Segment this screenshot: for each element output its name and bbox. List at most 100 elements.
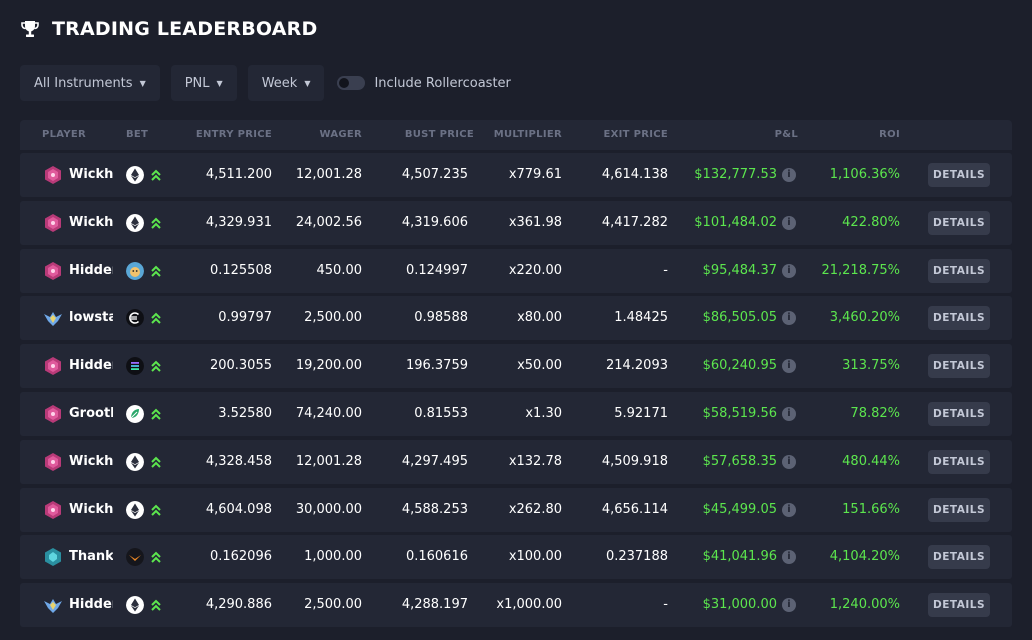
multiplier-cell: x1.30: [525, 406, 562, 421]
column-header-entry-price: ENTRY PRICE: [195, 129, 272, 140]
player-name[interactable]: lowstal: [69, 310, 113, 326]
details-button[interactable]: DETAILS: [928, 449, 990, 474]
euro-c-coin-icon: [126, 309, 144, 328]
column-header-player: PLAYER: [42, 129, 87, 140]
column-header-wager: WAGER: [319, 129, 362, 140]
details-button[interactable]: DETAILS: [928, 258, 990, 283]
bust-price-cell: 4,588.253: [401, 501, 468, 517]
multiplier-cell: x779.61: [508, 167, 562, 182]
exit-price-cell: 5.92171: [614, 406, 668, 421]
exit-price-cell: -: [663, 262, 668, 278]
rollercoaster-toggle[interactable]: [337, 76, 366, 90]
chevron-down-icon: ▼: [139, 78, 146, 88]
player-name[interactable]: Hidden: [69, 597, 113, 613]
pnl-cell: $86,505.05: [702, 310, 777, 326]
info-icon[interactable]: i: [782, 168, 796, 182]
doge-coin-icon: [126, 261, 144, 280]
roi-cell: 21,218.75%: [821, 262, 900, 278]
details-button[interactable]: DETAILS: [928, 306, 990, 331]
entry-price-cell: 4,329.931: [205, 214, 272, 230]
info-icon[interactable]: i: [782, 550, 796, 565]
info-icon[interactable]: i: [782, 263, 796, 278]
double-chevron-up-icon: [151, 169, 161, 181]
teal-badge-avatar-icon: [45, 548, 61, 567]
bust-price-cell: 0.81553: [414, 406, 468, 421]
wager-cell: 2,500.00: [304, 310, 362, 326]
double-chevron-up-icon: [151, 360, 161, 372]
info-icon[interactable]: i: [782, 311, 796, 326]
details-button[interactable]: DETAILS: [928, 593, 990, 618]
player-name[interactable]: Wickhu: [69, 501, 113, 517]
multiplier-cell: x132.78: [508, 453, 562, 469]
player-name[interactable]: Hidden: [69, 358, 113, 374]
wager-cell: 2,500.00: [304, 597, 362, 613]
multiplier-cell: x361.98: [508, 214, 562, 230]
table-row: Hidden 0.125508 450.00 0.124997 x220.00 - $95,…: [20, 248, 1012, 293]
roi-cell: 151.66%: [842, 501, 900, 517]
roi-cell: 313.75%: [842, 358, 900, 374]
entry-price-cell: 0.125508: [209, 262, 272, 278]
multiplier-cell: x1,000.00: [496, 597, 562, 613]
double-chevron-up-icon: [151, 312, 161, 325]
details-button[interactable]: DETAILS: [928, 497, 990, 522]
exit-price-cell: 1.48425: [614, 310, 668, 326]
bust-price-cell: 4,319.606: [401, 214, 468, 230]
ethereum-icon: [126, 166, 144, 184]
player-name[interactable]: Wickhu: [69, 453, 113, 469]
table-row: lowstal 0.99797 2,500.00 0.98588 x80.00 1.484…: [20, 296, 1012, 341]
pnl-cell: $41,041.96: [702, 549, 777, 565]
multiplier-cell: x80.00: [517, 310, 562, 326]
pnl-cell: $57,658.35: [702, 453, 777, 469]
bust-price-cell: 0.160616: [405, 549, 468, 565]
column-header-multiplier: MULTIPLIER: [493, 129, 562, 140]
double-chevron-up-icon: [151, 599, 161, 611]
pnl-cell: $60,240.95: [702, 358, 777, 374]
details-button[interactable]: DETAILS: [928, 402, 990, 426]
entry-price-cell: 200.3055: [209, 358, 272, 374]
hexagon-avatar-icon: [45, 261, 61, 280]
pnl-cell: $132,777.53: [694, 167, 777, 182]
info-icon[interactable]: i: [782, 454, 796, 469]
entry-price-cell: 0.99797: [218, 310, 272, 326]
details-button[interactable]: DETAILS: [928, 210, 990, 235]
info-icon[interactable]: i: [782, 407, 796, 421]
details-button[interactable]: DETAILS: [928, 354, 990, 379]
details-button[interactable]: DETAILS: [928, 545, 990, 570]
exit-price-cell: 0.237188: [605, 549, 668, 565]
double-chevron-up-icon: [151, 456, 161, 468]
info-icon[interactable]: i: [782, 502, 796, 517]
player-name[interactable]: Grooth: [69, 406, 113, 421]
wager-cell: 1,000.00: [304, 549, 362, 565]
instruments-dropdown-label: All Instruments: [34, 75, 133, 91]
table-header: PLAYER BET ENTRY PRICE WAGER BUST PRICE …: [20, 120, 1012, 150]
player-name[interactable]: Wickhu: [69, 214, 113, 230]
exit-price-cell: 214.2093: [605, 358, 668, 374]
orange-wing-coin-icon: [126, 548, 144, 567]
period-dropdown[interactable]: Week ▼: [247, 65, 325, 101]
details-button[interactable]: DETAILS: [928, 163, 990, 187]
page-title: TRADING LEADERBOARD: [52, 18, 318, 40]
rollercoaster-toggle-label: Include Rollercoaster: [374, 75, 511, 91]
column-header-bet: BET: [126, 129, 149, 140]
trophy-icon: [21, 21, 39, 37]
info-icon[interactable]: i: [782, 598, 796, 613]
player-name[interactable]: Hidden: [69, 262, 113, 278]
metric-dropdown[interactable]: PNL ▼: [170, 65, 237, 101]
pnl-cell: $58,519.56: [702, 406, 777, 421]
player-name[interactable]: Wickhu: [69, 167, 113, 182]
hexagon-avatar-icon: [45, 166, 61, 184]
entry-price-cell: 4,511.200: [205, 167, 272, 182]
entry-price-cell: 4,328.458: [205, 453, 272, 469]
info-icon[interactable]: i: [782, 215, 796, 230]
hexagon-avatar-icon: [45, 452, 61, 471]
player-name[interactable]: Thanks: [69, 549, 113, 565]
table-row: Wickhu 4,329.931 24,002.56 4,319.606 x361.98…: [20, 200, 1012, 245]
leaf-coin-icon: [126, 405, 144, 423]
info-icon[interactable]: i: [782, 359, 796, 374]
entry-price-cell: 3.52580: [218, 406, 272, 421]
roi-cell: 3,460.20%: [829, 310, 900, 326]
roi-cell: 78.82%: [850, 406, 900, 421]
roi-cell: 1,240.00%: [829, 597, 900, 613]
table-row: Wickhu 4,328.458 12,001.28 4,297.495 x132.78…: [20, 439, 1012, 484]
instruments-dropdown[interactable]: All Instruments ▼: [20, 65, 160, 101]
